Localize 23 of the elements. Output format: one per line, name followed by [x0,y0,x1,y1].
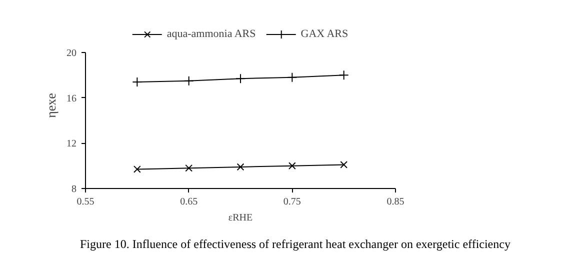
x-tick-label: 0.85 [386,196,404,208]
point [338,70,349,80]
x-tick-label: 0.65 [180,196,198,208]
point [288,162,296,170]
point [133,166,141,173]
y-tick-label: 8 [72,184,76,195]
x-axis-title: εRHE [228,212,253,224]
y-tick-label: 12 [66,138,76,150]
y-tick-label: 20 [66,48,76,59]
point [236,163,244,171]
point [184,76,194,86]
point [132,76,142,87]
legend-label: aqua-ammonia ARS [166,28,256,40]
point [340,161,348,168]
x-tick-label: 0.55 [76,196,94,208]
legend-label: GAX ARS [300,28,348,40]
point [185,164,193,172]
y-axis-title: ηexe [44,92,58,118]
point [236,74,246,84]
x-tick-label: 0.75 [283,196,301,208]
point [287,72,298,82]
y-tick-label: 16 [66,93,76,104]
caption: Figure 10. Influence of effectiveness of refrigerant heat exchanger on exergetic efficiency [80,236,510,253]
